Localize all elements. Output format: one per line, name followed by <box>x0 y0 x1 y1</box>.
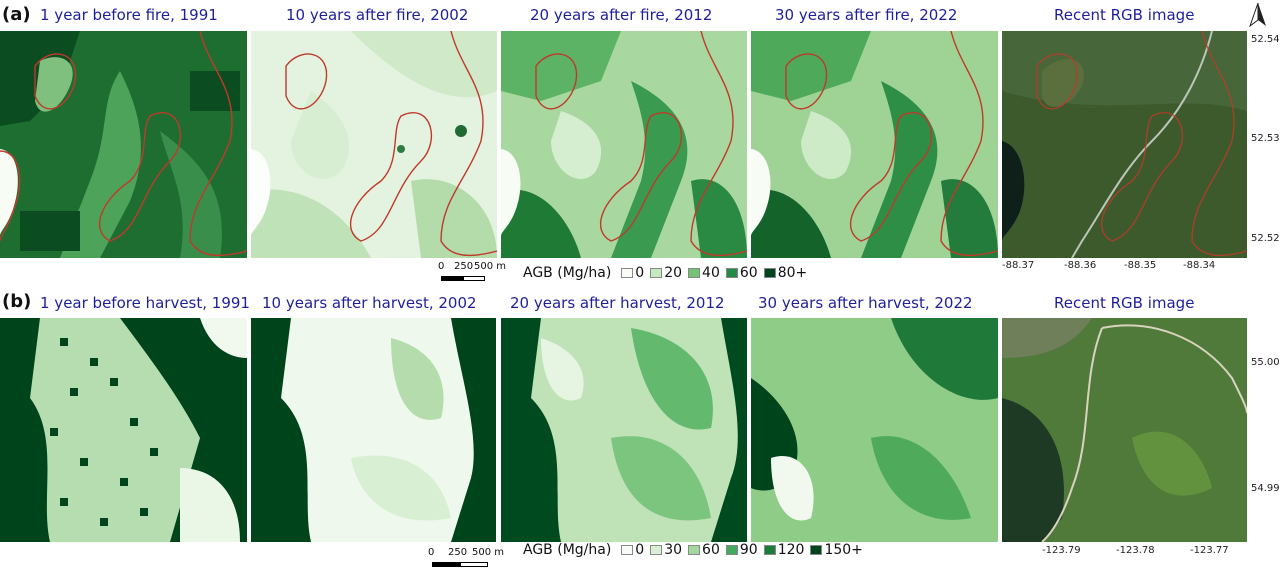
lon-tick-a-2: -88.36 <box>1064 260 1097 271</box>
legend-items-a: 0 20 40 60 80+ <box>621 265 807 281</box>
legend-b: AGB (Mg/ha) 0 30 60 90 120 150+ <box>523 542 863 558</box>
legend-swatch <box>725 268 738 278</box>
legend-item: 60 <box>725 265 758 281</box>
lat-tick-a-3: 52.52 <box>1251 233 1280 244</box>
legend-label: 60 <box>702 542 720 558</box>
agb-map-b1 <box>0 318 247 542</box>
row-label-a: (a) <box>2 4 31 25</box>
legend-item: 40 <box>688 265 720 281</box>
legend-item: 90 <box>725 542 758 558</box>
legend-swatch <box>763 545 776 555</box>
north-arrow-icon <box>1248 2 1266 28</box>
legend-item: 0 <box>621 542 644 558</box>
lon-tick-b-1: -123.79 <box>1042 545 1081 556</box>
lon-tick-b-3: -123.77 <box>1190 545 1229 556</box>
legend-label: 60 <box>739 265 758 281</box>
lon-tick-a-4: -88.34 <box>1183 260 1216 271</box>
legend-label: 0 <box>635 265 645 281</box>
legend-title-b: AGB (Mg/ha) <box>523 542 612 558</box>
legend-item: 30 <box>650 542 682 558</box>
legend-swatch <box>621 545 634 555</box>
legend-label: 0 <box>635 542 645 558</box>
agb-map-a1 <box>0 31 247 258</box>
scalebar-a: 0 250 500 m <box>438 261 518 287</box>
legend-label: 90 <box>739 542 758 558</box>
scalebar-b-label-0: 0 <box>428 547 435 558</box>
legend-item: 150+ <box>810 542 863 558</box>
agb-map-b3 <box>501 318 747 542</box>
lon-tick-a-3: -88.35 <box>1124 260 1157 271</box>
scalebar-a-label-500: 500 m <box>474 261 507 272</box>
panel-title-a5: Recent RGB image <box>1054 6 1195 24</box>
north-arrow <box>1247 2 1269 28</box>
lat-tick-a-2: 52.53 <box>1251 133 1280 144</box>
legend-title-a: AGB (Mg/ha) <box>523 265 612 281</box>
lat-tick-b-2: 54.99 <box>1251 483 1280 494</box>
legend-label: 80+ <box>777 265 808 281</box>
panel-title-b3: 20 years after harvest, 2012 <box>510 294 725 312</box>
legend-swatch <box>810 545 823 555</box>
legend-swatch <box>688 545 701 555</box>
agb-map-a4 <box>751 31 998 258</box>
panel-title-a2: 10 years after fire, 2002 <box>286 6 469 24</box>
legend-swatch <box>688 268 701 278</box>
lat-tick-a-1: 52.54 <box>1251 34 1280 45</box>
panel-title-b5: Recent RGB image <box>1054 294 1195 312</box>
rgb-image-a <box>1002 31 1247 258</box>
row-label-b: (b) <box>2 291 32 312</box>
scalebar-b-label-500: 500 m <box>472 547 505 558</box>
legend-label: 20 <box>664 265 683 281</box>
lon-tick-a-1: -88.37 <box>1002 260 1035 271</box>
legend-items-b: 0 30 60 90 120 150+ <box>621 542 863 558</box>
panel-title-b4: 30 years after harvest, 2022 <box>758 294 973 312</box>
panel-title-b2: 10 years after harvest, 2002 <box>262 294 477 312</box>
legend-swatch <box>763 268 776 278</box>
legend-label: 150+ <box>824 542 863 558</box>
lat-tick-b-1: 55.00 <box>1251 357 1280 368</box>
scalebar-a-label-250: 250 <box>454 261 474 272</box>
rgb-image-b <box>1002 318 1247 542</box>
lon-tick-b-2: -123.78 <box>1116 545 1155 556</box>
legend-item: 0 <box>621 265 644 281</box>
legend-label: 40 <box>702 265 720 281</box>
legend-item: 80+ <box>763 265 808 281</box>
panel-title-a3: 20 years after fire, 2012 <box>530 6 713 24</box>
agb-map-a3 <box>501 31 747 258</box>
legend-item: 120 <box>763 542 805 558</box>
legend-swatch <box>650 268 663 278</box>
legend-item: 60 <box>688 542 720 558</box>
scalebar-b-label-250: 250 <box>448 547 468 558</box>
legend-swatch <box>621 268 634 278</box>
legend-label: 120 <box>777 542 805 558</box>
scalebar-b: 0 250 500 m <box>428 547 518 571</box>
legend-label: 30 <box>664 542 683 558</box>
panel-title-b1: 1 year before harvest, 1991 <box>40 294 250 312</box>
legend-item: 20 <box>650 265 682 281</box>
scalebar-a-label-0: 0 <box>438 261 445 272</box>
agb-map-b4 <box>751 318 998 542</box>
legend-swatch <box>650 545 663 555</box>
agb-map-b2 <box>251 318 496 542</box>
legend-a: AGB (Mg/ha) 0 20 40 60 80+ <box>523 265 807 281</box>
legend-swatch <box>725 545 738 555</box>
panel-title-a4: 30 years after fire, 2022 <box>775 6 958 24</box>
panel-title-a1: 1 year before fire, 1991 <box>40 6 218 24</box>
agb-map-a2 <box>251 31 497 258</box>
